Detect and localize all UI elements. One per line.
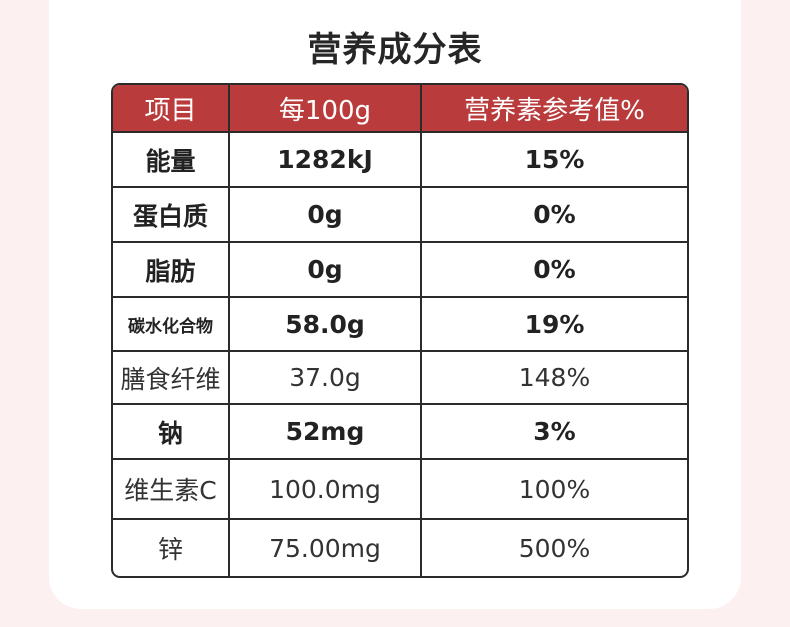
nutrition-table: 项目 每100g 营养素参考值% 能量 1282kJ 15% 蛋白质 0g 0% 脂肪 0g 0… [111, 83, 689, 578]
table-header: 项目 每100g 营养素参考值% [113, 85, 687, 133]
header-item: 项目 [113, 85, 230, 133]
cell-nrv: 3% [422, 405, 687, 460]
cell-item: 碳水化合物 [113, 298, 230, 352]
cell-nrv: 19% [422, 298, 687, 352]
table-row: 能量 1282kJ 15% [113, 133, 687, 188]
cell-nrv: 0% [422, 243, 687, 298]
cell-nrv: 15% [422, 133, 687, 188]
table-row: 钠 52mg 3% [113, 405, 687, 460]
cell-item: 膳食纤维 [113, 352, 230, 405]
cell-nrv: 500% [518, 533, 591, 563]
cell-nrv: 0% [422, 188, 687, 243]
cell-item: 脂肪 [113, 243, 230, 298]
cell-item: 锌 [113, 520, 230, 576]
cell-item: 蛋白质 [113, 188, 230, 243]
cell-per100g: 1282kJ [230, 133, 422, 188]
table-row: 维生素C 100.0mg 100% [113, 460, 687, 520]
header-per100g: 每100g [230, 85, 422, 133]
cell-item: 钠 [113, 405, 230, 460]
header-nrv: 营养素参考值% [422, 85, 687, 133]
cell-item: 维生素C [113, 460, 230, 520]
cell-per100g: 75.00mg [230, 520, 422, 576]
table-row: 脂肪 0g 0% [113, 243, 687, 298]
cell-per100g: 58.0g [230, 298, 422, 352]
cell-per100g: 100.0mg [230, 460, 422, 520]
table-row: 碳水化合物 58.0g 19% [113, 298, 687, 352]
cell-per100g: 52mg [230, 405, 422, 460]
cell-per100g: 0g [230, 243, 422, 298]
cell-per100g: 37.0g [230, 352, 422, 405]
table-row: 锌 75.00mg 500% [113, 520, 687, 576]
cell-nrv: 148% [422, 352, 687, 405]
table-row: 膳食纤维 37.0g 148% [113, 352, 687, 405]
cell-per100g: 0g [230, 188, 422, 243]
table-row: 蛋白质 0g 0% [113, 188, 687, 243]
cell-nrv: 100% [422, 460, 687, 520]
page-title: 营养成分表 [307, 30, 483, 70]
cell-item: 能量 [113, 133, 230, 188]
